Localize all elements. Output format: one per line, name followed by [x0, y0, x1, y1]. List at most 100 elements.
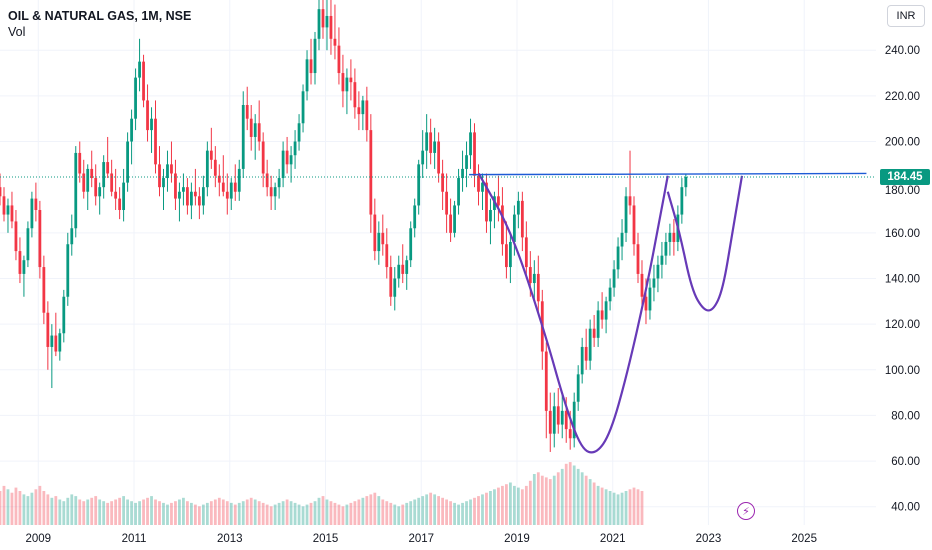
volume-bar	[433, 494, 437, 525]
candle-body	[46, 312, 50, 347]
candle-body	[277, 178, 281, 188]
volume-bar	[520, 489, 524, 525]
candle-body	[197, 196, 201, 206]
volume-bar	[285, 499, 289, 525]
volume-bar	[118, 497, 122, 525]
volume-bar	[349, 502, 353, 525]
candle-body	[182, 187, 185, 192]
candle-body	[2, 196, 6, 215]
candle-body	[106, 162, 110, 174]
candle-body	[313, 38, 317, 74]
volume-bar	[237, 502, 241, 525]
volume-bar	[193, 504, 197, 525]
volume-bar	[413, 499, 417, 525]
volume-bar	[98, 499, 102, 525]
candle-body	[604, 301, 608, 320]
volume-bar	[608, 491, 612, 525]
candle-body	[640, 273, 644, 297]
candle-body	[82, 173, 86, 192]
resistance-line	[469, 172, 867, 176]
volume-bar	[552, 475, 556, 525]
candle-body	[221, 182, 225, 192]
currency-button[interactable]: INR	[887, 5, 925, 27]
candle-body	[269, 187, 273, 197]
volume-bar	[174, 501, 177, 525]
candle-body	[644, 296, 648, 311]
candle-body	[229, 182, 233, 199]
volume-bar	[178, 499, 181, 525]
price-axis[interactable]: 240.00 220.00 200.00 160.00 140.00 120.00 100.…	[885, 45, 920, 514]
volume-bar	[229, 502, 233, 525]
candle-body	[648, 287, 652, 311]
volume-bar	[233, 504, 237, 525]
candle-body	[58, 333, 62, 352]
volume-bar	[289, 501, 293, 525]
volume-bar	[205, 502, 209, 525]
volume-bar	[297, 504, 301, 525]
volume-bar	[353, 501, 357, 525]
volume-bar	[501, 485, 504, 525]
candle-body	[118, 198, 122, 210]
candle-body	[237, 168, 241, 192]
volume-bar	[512, 485, 516, 525]
volume-bar	[461, 502, 464, 525]
volume-bar	[86, 499, 90, 525]
candle-body	[297, 123, 301, 142]
candle-body	[193, 191, 197, 197]
volume-bar	[273, 504, 277, 525]
candle-body	[325, 15, 329, 28]
candle-body	[293, 141, 297, 156]
volume-bar	[6, 489, 10, 525]
volume-bar	[556, 472, 560, 525]
candle-body	[373, 214, 377, 252]
candle-body	[433, 141, 437, 153]
candle-body	[381, 232, 385, 245]
volume-bar	[361, 497, 365, 525]
volume-bar	[636, 489, 640, 525]
time-axis[interactable]: 2009 2011 2013 2015 2017 2019 2021 2023 2025	[25, 533, 816, 545]
candle-body	[102, 162, 106, 188]
candle-body	[409, 228, 413, 261]
time-tick-label: 2019	[504, 533, 530, 545]
volume-bar	[38, 485, 42, 525]
candle-body	[209, 150, 213, 160]
candle-body	[66, 244, 70, 297]
candle-body	[265, 173, 269, 188]
price-tick-label: 120.00	[885, 319, 920, 331]
candle-body	[361, 100, 365, 115]
candle-body	[329, 15, 333, 39]
chart-legend-title[interactable]: OIL & NATURAL GAS, 1M, NSE	[8, 9, 192, 23]
volume-bar	[225, 501, 229, 525]
volume-bar	[62, 501, 66, 525]
volume-bar	[26, 496, 30, 525]
price-tick-label: 60.00	[891, 456, 920, 468]
volume-legend[interactable]: Vol	[8, 25, 26, 39]
volume-bar	[106, 502, 110, 525]
candle-body	[50, 335, 54, 347]
candle-body	[425, 132, 429, 151]
candle-body	[146, 100, 149, 131]
candle-body	[652, 278, 656, 288]
candle-body	[162, 178, 165, 188]
volume-bar	[90, 497, 94, 525]
volume-bar	[509, 482, 512, 525]
candle-body	[253, 123, 257, 137]
candle-body	[608, 287, 612, 302]
volume-bar	[241, 501, 245, 525]
volume-bar	[186, 501, 189, 525]
candle-body	[158, 164, 161, 188]
volume-bars	[0, 462, 644, 525]
volume-bar	[572, 465, 576, 525]
volume-bar	[190, 502, 193, 525]
lightning-icon[interactable]: ⚡	[737, 502, 755, 520]
candle-body	[624, 196, 628, 233]
volume-bar	[42, 491, 46, 525]
volume-bar	[401, 504, 405, 525]
volume-bar	[158, 501, 161, 525]
price-tick-label: 220.00	[885, 91, 920, 103]
candle-body	[668, 232, 672, 242]
volume-bar	[540, 475, 544, 525]
volume-bar	[628, 489, 632, 525]
candle-body	[217, 175, 221, 183]
